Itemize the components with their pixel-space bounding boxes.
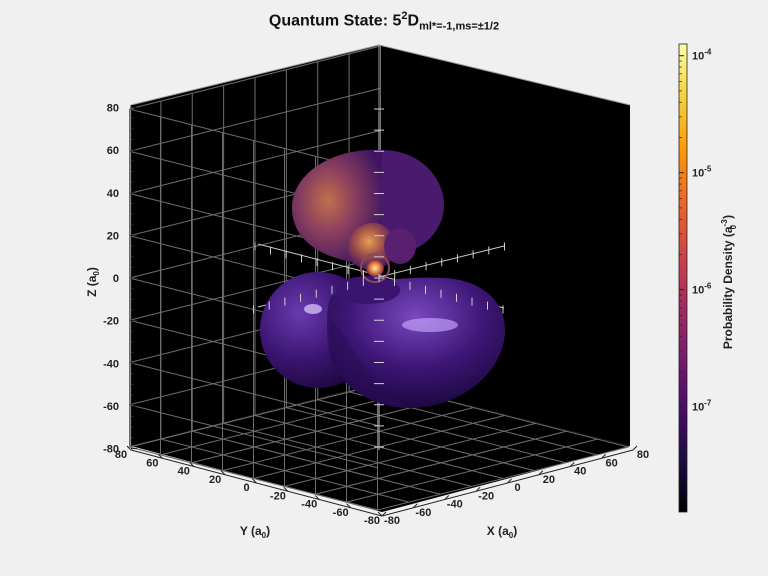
orbital-isosurface [260,149,505,408]
x-tick-mark [413,503,418,509]
colorbar-label: Probability Density (a-30) [720,215,738,349]
y-tick-mark [377,511,383,517]
z-tick-label: -20 [103,316,119,328]
z-tick-label: 0 [113,273,119,285]
y-axis-label: Y (a0) [240,524,270,540]
y-tick-label: 20 [209,474,221,486]
origin-axis-ticks [253,108,505,448]
x-tick-label: 40 [574,466,586,478]
y-tick-label: 0 [243,482,249,494]
x-tick-mark [475,486,481,492]
z-tick-label: 20 [107,230,119,242]
y-tick-mark [158,453,163,459]
colorbar-tick-label: 10-6 [692,282,712,297]
title-subscript: ml*=-1,ms=±1/2 [419,20,500,33]
z-tick-label: -40 [103,358,119,370]
y-tick-label: 40 [178,466,190,478]
colorbar-tick-label: 10-5 [692,165,712,180]
x-tick-mark [569,462,575,467]
colorbar-tick-label: 10-4 [692,48,712,63]
y-tick-label: -80 [364,515,380,527]
y-tick-label: -20 [270,490,286,502]
z-tick-label: -60 [103,401,119,413]
colorbar-tick-label: 10-7 [692,399,712,414]
z-tick-label: -80 [103,444,119,456]
colorbar-ticks: 10-4 10-5 10-6 10-7 [679,48,712,414]
x-axis-label: X (a0) [487,524,517,540]
colorbar [678,43,688,513]
y-tick-label: 80 [115,449,127,461]
z-tick-label: 60 [107,145,119,157]
lobe-lower-right-shade [330,320,410,408]
y-tick-mark [314,495,320,500]
specular-highlight-right [402,318,458,332]
z-tick-label: 40 [107,188,119,200]
x-tick-label: 60 [606,457,618,469]
core-ring [360,253,390,283]
y-tick-mark [283,486,289,492]
lobe-upper-inner [347,223,395,270]
y-tick-label: -40 [301,499,317,511]
x-tick-mark [507,478,512,484]
x-tick-mark [632,445,638,451]
x-tick-mark [601,453,606,459]
lobe-lower-center [336,276,400,304]
x-tick-label: 80 [637,449,649,461]
y-tick-mark [252,478,257,484]
y-tick-mark [126,445,132,451]
axis-ticks: -80-60-40-20020406080-80-60-40-200204060… [103,103,649,528]
y-tick-label: -60 [333,507,349,519]
z-tick-label: 80 [107,103,119,115]
title-superscript: 2 [401,10,408,22]
x-tick-mark [538,470,544,476]
y-tick-mark [189,462,195,467]
x-tick-label: 0 [514,482,520,494]
chart-title: Quantum State: 52Dml*=-1,ms=±1/2 [0,10,768,33]
y-tick-mark [220,470,226,476]
x-tick-label: -20 [478,490,494,502]
x-tick-label: -60 [415,507,431,519]
y-tick-mark [346,503,351,509]
lobe-lower-right [327,277,505,408]
x-tick-label: -80 [384,515,400,527]
x-tick-label: 20 [543,474,555,486]
x-tick-mark [381,511,387,517]
z-axis-label: Z (a0) [85,267,101,297]
x-tick-mark [444,495,450,500]
lobe-upper-outer-right [382,150,444,254]
x-tick-label: -40 [447,499,463,511]
specular-highlight-left [304,304,322,314]
title-prefix: Quantum State: 5 [268,12,402,30]
lobe-upper-inner-right [384,228,416,264]
title-letter: D [407,12,420,30]
core-lobe [366,259,384,277]
y-tick-label: 60 [146,457,158,469]
